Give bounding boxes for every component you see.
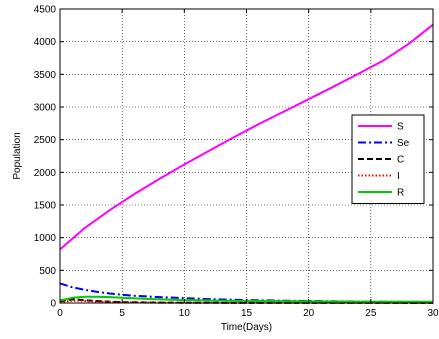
legend-label-se: Se xyxy=(397,138,410,149)
legend-label-c: C xyxy=(397,155,404,166)
x-tick-label: 10 xyxy=(179,308,191,319)
y-tick-label: 2000 xyxy=(34,168,57,179)
y-tick-label: 1000 xyxy=(34,233,57,244)
y-tick-label: 3000 xyxy=(34,103,57,114)
x-tick-label: 30 xyxy=(427,308,439,319)
legend-label-r: R xyxy=(397,188,404,199)
x-tick-label: 5 xyxy=(119,308,125,319)
y-tick-label: 1500 xyxy=(34,201,57,212)
legend: S Se CIR xyxy=(351,114,425,204)
legend-label-s: S xyxy=(397,122,404,133)
x-tick-label: 0 xyxy=(57,308,63,319)
y-tick-label: 0 xyxy=(50,299,56,310)
x-tick-label: 25 xyxy=(365,308,377,319)
x-tick-label: 15 xyxy=(241,308,253,319)
y-tick-label: 3500 xyxy=(34,70,57,81)
legend-label-i: I xyxy=(397,171,400,182)
x-axis-label: Time(Days) xyxy=(221,322,272,333)
y-tick-label: 2500 xyxy=(34,135,57,146)
series-line-s xyxy=(59,23,434,251)
y-tick-label: 4000 xyxy=(34,37,57,48)
x-tick-label: 20 xyxy=(303,308,315,319)
y-axis-label: Population xyxy=(12,132,23,179)
y-tick-label: 4500 xyxy=(34,5,57,16)
y-tick-label: 500 xyxy=(39,266,56,277)
axis-ticks: 0 5 10 15 20 25 30 0 500 1000 1500 2000 2500 3000 3500… xyxy=(34,5,439,320)
